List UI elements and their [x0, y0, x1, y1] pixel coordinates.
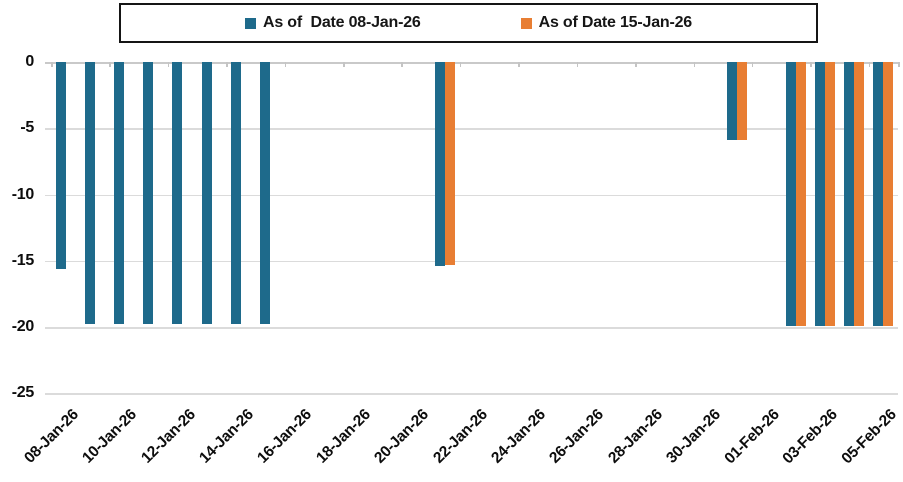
x-axis-tick-label: 28-Jan-26: [605, 406, 666, 467]
bar-series1: [230, 62, 241, 325]
gridline: [45, 327, 898, 329]
bar-series1: [435, 62, 446, 267]
x-axis-tick-label: 10-Jan-26: [79, 406, 141, 467]
gridline: [45, 260, 898, 263]
x-axis-tick-label: 12-Jan-26: [137, 406, 199, 467]
series2-color-swatch-icon: [520, 17, 532, 29]
x-axis-tick-label: 16-Jan-26: [254, 406, 316, 467]
legend-item-series-1: As of Date 08-Jan-26: [244, 14, 421, 32]
bar-series1: [143, 62, 154, 325]
x-axis-tick-label: 20-Jan-26: [371, 406, 433, 467]
x-axis-tick-label: 08-Jan-26: [20, 406, 82, 467]
legend-label-series-1: As of Date 08-Jan-26: [262, 14, 421, 31]
x-axis-tick: [518, 62, 520, 67]
y-axis-tick-label: -20: [11, 318, 35, 336]
legend-item-series-2: As of Date 15-Jan-26: [520, 14, 693, 32]
y-axis-tick-label: -15: [11, 251, 35, 269]
x-axis-tick-label: 14-Jan-26: [196, 406, 257, 467]
bar-series2: [445, 62, 456, 265]
gridline: [45, 128, 898, 130]
x-axis-tick-label: 05-Feb-26: [838, 406, 900, 468]
bar-series1: [727, 62, 738, 141]
bar-series1: [201, 62, 212, 325]
bar-series1: [172, 62, 183, 325]
x-axis-tick: [693, 62, 696, 67]
bar-series2: [824, 62, 835, 326]
x-axis-tick: [576, 62, 579, 67]
bar-series1: [785, 62, 796, 326]
y-axis-tick-label: -10: [11, 185, 35, 203]
x-axis-tick: [898, 62, 900, 67]
x-axis-tick-label: 30-Jan-26: [663, 406, 725, 467]
bar-series1: [55, 62, 66, 269]
gridline: [45, 393, 898, 395]
x-axis-tick: [51, 62, 53, 67]
y-axis-tick-label: -5: [20, 119, 34, 137]
x-axis-tick: [635, 62, 637, 67]
x-axis-tick: [343, 62, 345, 67]
x-axis-tick: [810, 62, 812, 67]
x-axis-tick: [167, 62, 170, 67]
bar-series1: [84, 62, 95, 325]
x-axis-tick: [751, 62, 754, 67]
y-axis-tick-label: -25: [11, 384, 35, 402]
x-axis-tick-label: 26-Jan-26: [546, 406, 608, 467]
x-axis-tick-label: 01-Feb-26: [721, 406, 783, 468]
x-axis-tick: [226, 62, 228, 67]
x-axis-tick-label: 18-Jan-26: [313, 406, 374, 467]
bar-series1: [114, 62, 125, 325]
x-axis-tick: [868, 62, 871, 67]
bar-series2: [854, 62, 865, 326]
x-axis-tick: [401, 62, 403, 67]
bar-series2: [795, 62, 806, 326]
bar-series1: [873, 62, 884, 326]
x-axis-line: [45, 62, 898, 64]
bar-series1: [260, 62, 271, 325]
x-axis-tick: [284, 62, 287, 67]
bar-series2: [737, 62, 748, 141]
bar-series1: [844, 62, 855, 326]
x-axis-tick-label: 22-Jan-26: [429, 406, 491, 467]
gridline: [45, 194, 898, 197]
legend-label-series-2: As of Date 15-Jan-26: [538, 14, 693, 31]
x-axis-tick-label: 24-Jan-26: [488, 406, 549, 467]
x-axis-tick: [459, 62, 462, 67]
bar-series1: [814, 62, 825, 326]
chart-legend: As of Date 08-Jan-26 As of Date 15-Jan-2…: [119, 3, 818, 43]
series1-color-swatch-icon: [244, 17, 256, 29]
x-axis-tick-label: 03-Feb-26: [779, 406, 841, 468]
bar-series2: [883, 62, 894, 326]
y-axis-tick-label: 0: [25, 53, 34, 70]
x-axis-tick: [109, 62, 111, 67]
